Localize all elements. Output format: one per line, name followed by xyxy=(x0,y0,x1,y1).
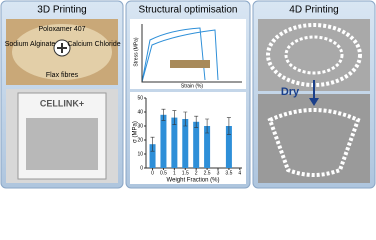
bar xyxy=(149,144,156,168)
annotation: Dry xyxy=(281,86,300,98)
y-tick-label: 0 xyxy=(140,165,143,171)
y-tick-label: 30 xyxy=(137,123,143,129)
panel-title: Structural optimisation xyxy=(139,5,238,16)
y-axis-label: σ (MPa) xyxy=(133,121,139,143)
x-tick-label: 1 xyxy=(173,170,176,176)
lattice xyxy=(267,108,361,177)
y-tick-label: 20 xyxy=(137,137,143,143)
error-bar xyxy=(226,117,231,135)
x-tick-label: 2.5 xyxy=(204,170,211,176)
error-bar xyxy=(183,111,188,127)
error-bar xyxy=(172,110,177,125)
error-bar xyxy=(194,115,199,128)
x-tick-label: 1.5 xyxy=(182,170,189,176)
x-tick-label: 2 xyxy=(195,170,198,176)
specimen xyxy=(170,60,210,68)
lattice-photo xyxy=(258,19,370,91)
curve xyxy=(141,27,219,83)
x-tick-label: 0 xyxy=(151,170,154,176)
error-bar xyxy=(205,118,210,134)
panel-title: 3D Printing xyxy=(37,5,86,16)
y-tick-label: 50 xyxy=(137,95,143,101)
label: Poloxamer 407 xyxy=(38,26,85,33)
x-tick-label: 4 xyxy=(238,170,241,176)
plus-sign xyxy=(57,43,67,53)
brand: CELLINK+ xyxy=(40,98,84,108)
bar xyxy=(225,126,232,168)
y-axis-label: Stress (MPa) xyxy=(133,37,139,67)
error-bar xyxy=(150,136,155,152)
x-tick-label: 0.5 xyxy=(160,170,167,176)
bar xyxy=(204,126,211,168)
x-axis-label: Strain (%) xyxy=(181,83,204,89)
y-tick-label: 10 xyxy=(137,151,143,157)
x-tick-label: 3.5 xyxy=(225,170,232,176)
bar xyxy=(171,117,178,168)
arrow-head xyxy=(309,98,319,106)
graphical-abstract: 3D Printing Structural optimisation 4D P… xyxy=(0,0,376,189)
x-tick-label: 3 xyxy=(217,170,220,176)
y-tick-label: 40 xyxy=(137,109,143,115)
lattice xyxy=(284,35,344,75)
bar xyxy=(182,119,189,168)
label: Calcium Chloride xyxy=(67,41,120,48)
error-bar xyxy=(161,108,166,121)
label: Sodium Alginate xyxy=(5,41,56,48)
bar xyxy=(160,114,167,168)
printer-window xyxy=(26,118,98,170)
x-axis-label: Weight Fraction (%) xyxy=(167,178,220,184)
axes xyxy=(141,24,242,83)
bar xyxy=(193,121,200,168)
label: Flax fibres xyxy=(46,72,79,79)
panel-title: 4D Printing xyxy=(289,5,338,16)
